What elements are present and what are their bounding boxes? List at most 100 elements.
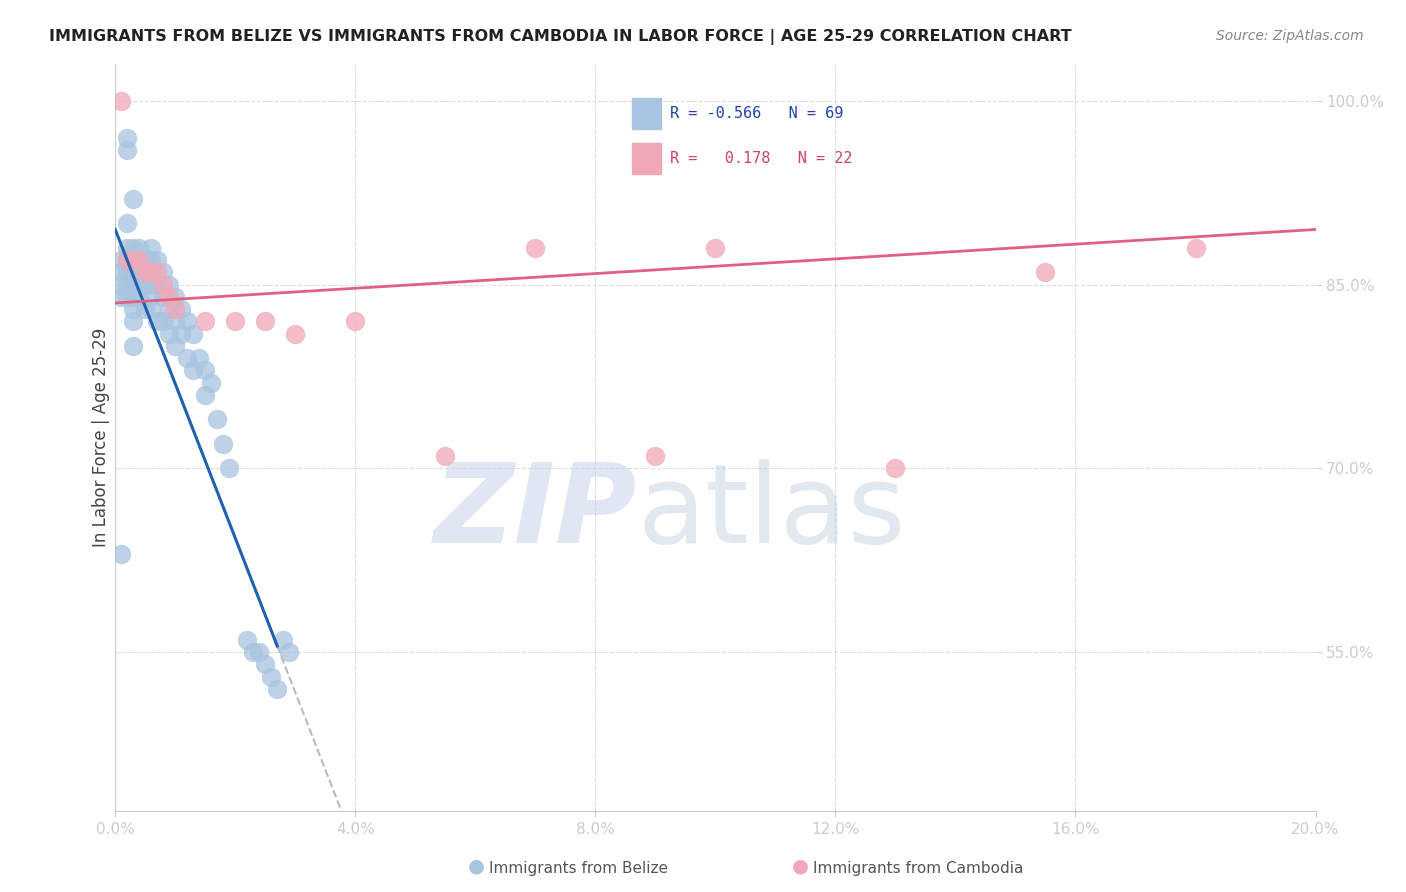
Point [115, 253, 138, 268]
Point [134, 265, 156, 279]
Point [254, 314, 277, 328]
Point [141, 241, 163, 255]
Point [122, 314, 145, 328]
Point [110, 290, 132, 304]
Point [141, 290, 163, 304]
Point [122, 265, 145, 279]
Point [141, 277, 163, 292]
Point [207, 412, 229, 426]
Point [110, 547, 132, 561]
Point [146, 314, 169, 328]
Point [128, 277, 150, 292]
Text: R = -0.566   N = 69: R = -0.566 N = 69 [669, 106, 844, 121]
Point [284, 326, 307, 341]
Point [115, 277, 138, 292]
Point [157, 326, 180, 341]
Text: R =   0.178   N = 22: R = 0.178 N = 22 [669, 151, 852, 166]
Point [194, 363, 217, 377]
Point [134, 253, 156, 268]
Point [110, 253, 132, 268]
Point [128, 253, 150, 268]
Point [200, 376, 222, 390]
Point [181, 363, 204, 377]
Point [122, 339, 145, 353]
Point [170, 302, 193, 317]
Point [212, 437, 235, 451]
Text: ●: ● [468, 857, 485, 876]
Point [165, 314, 187, 328]
Point [141, 253, 163, 268]
Bar [631, 144, 661, 174]
Point [260, 670, 283, 684]
Point [247, 645, 270, 659]
Point [1035, 265, 1057, 279]
Y-axis label: In Labor Force | Age 25-29: In Labor Force | Age 25-29 [93, 328, 110, 548]
Point [254, 657, 277, 672]
Point [128, 265, 150, 279]
Point [110, 265, 132, 279]
Text: atlas: atlas [637, 459, 905, 566]
Point [152, 314, 174, 328]
Point [157, 277, 180, 292]
Point [152, 277, 174, 292]
Point [122, 253, 145, 268]
Point [128, 241, 150, 255]
Text: ZIP: ZIP [434, 459, 637, 566]
Point [1184, 241, 1206, 255]
Point [170, 326, 193, 341]
Point [188, 351, 211, 365]
Point [165, 302, 187, 317]
Point [141, 302, 163, 317]
Point [115, 253, 138, 268]
Point [122, 277, 145, 292]
Point [157, 302, 180, 317]
Point [165, 290, 187, 304]
Point [181, 326, 204, 341]
Text: IMMIGRANTS FROM BELIZE VS IMMIGRANTS FROM CAMBODIA IN LABOR FORCE | AGE 25-29 CO: IMMIGRANTS FROM BELIZE VS IMMIGRANTS FRO… [49, 29, 1071, 45]
Text: ●: ● [792, 857, 808, 876]
Bar [631, 98, 661, 128]
Point [524, 241, 547, 255]
Point [704, 241, 727, 255]
Point [644, 449, 666, 463]
Point [266, 681, 288, 696]
Point [122, 290, 145, 304]
Point [152, 290, 174, 304]
Point [115, 290, 138, 304]
Point [176, 351, 198, 365]
Point [122, 241, 145, 255]
Text: Source: ZipAtlas.com: Source: ZipAtlas.com [1216, 29, 1364, 43]
Text: Immigrants from Belize: Immigrants from Belize [489, 861, 668, 876]
Point [134, 302, 156, 317]
Point [344, 314, 367, 328]
Point [110, 94, 132, 108]
Point [194, 314, 217, 328]
Point [157, 290, 180, 304]
Point [278, 645, 301, 659]
Point [218, 461, 240, 475]
Point [134, 265, 156, 279]
Point [176, 314, 198, 328]
Point [146, 253, 169, 268]
Point [194, 388, 217, 402]
Point [236, 632, 259, 647]
Point [110, 277, 132, 292]
Point [165, 339, 187, 353]
Text: Immigrants from Cambodia: Immigrants from Cambodia [813, 861, 1024, 876]
Point [146, 277, 169, 292]
Point [115, 130, 138, 145]
Point [122, 302, 145, 317]
Point [128, 290, 150, 304]
Point [128, 253, 150, 268]
Point [224, 314, 246, 328]
Point [115, 143, 138, 157]
Point [242, 645, 264, 659]
Point [884, 461, 907, 475]
Point [115, 241, 138, 255]
Point [141, 265, 163, 279]
Point [115, 216, 138, 230]
Point [434, 449, 457, 463]
Point [146, 265, 169, 279]
Point [152, 265, 174, 279]
Point [134, 277, 156, 292]
